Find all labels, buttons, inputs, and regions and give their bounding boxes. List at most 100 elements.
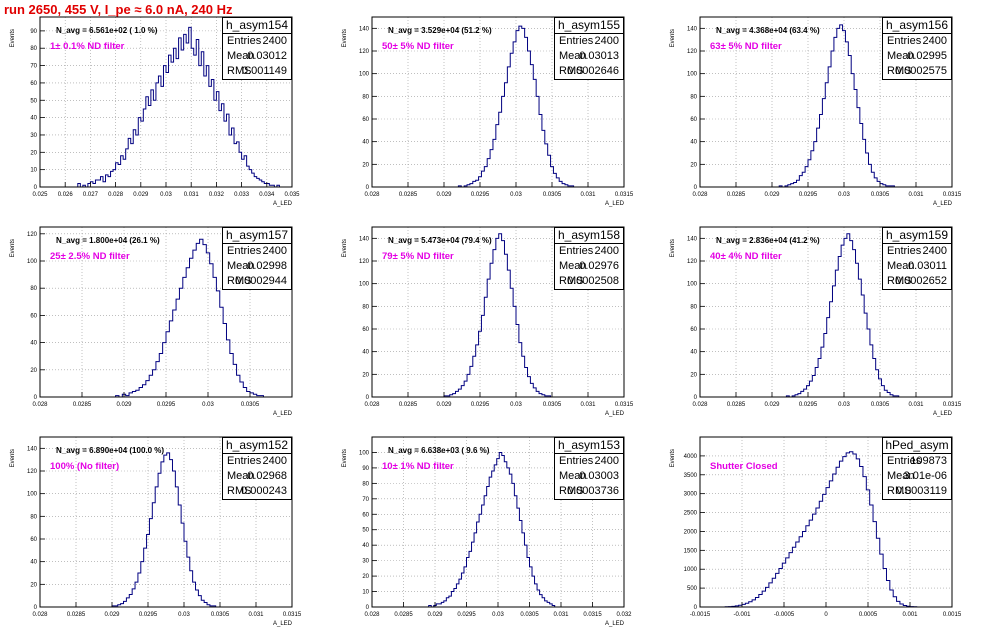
y-tick-label: 3500: [684, 473, 698, 479]
y-tick-label: 0: [34, 605, 38, 611]
x-tick-label: 0.0305: [871, 192, 890, 198]
histogram-panel-h_asym158: 0.028 0.0285 0.029 0.0295 0.03 0.0305 0.031 0.0…: [336, 222, 666, 427]
stats-value: 2400: [594, 35, 619, 47]
stats-key: RMS: [227, 65, 252, 77]
x-tick-label: 0.0015: [943, 612, 962, 618]
y-axis-title: Events: [342, 29, 348, 47]
stats-value: 2400: [922, 245, 947, 257]
x-tick-label: 0.0285: [727, 402, 746, 408]
stats-value: 2400: [594, 245, 619, 257]
y-tick-label: 0: [694, 605, 698, 611]
stats-row-rms: RMS 0.0003736: [555, 484, 623, 499]
y-tick-label: 4000: [684, 454, 698, 460]
x-tick-label: 0.026: [58, 192, 74, 198]
y-tick-label: 60: [30, 313, 37, 319]
stats-value: 2400: [594, 455, 619, 467]
x-tick-label: 0.029: [436, 402, 452, 408]
plot-frame: [699, 16, 953, 188]
x-tick-label: 0.0295: [157, 402, 176, 408]
histogram-name: hPed_asym: [883, 438, 951, 454]
navg-label: N_avg = 3.529e+04 (51.2 %): [388, 26, 492, 35]
y-tick-label: 0: [366, 395, 370, 401]
x-tick-label: 0.032: [616, 612, 632, 618]
x-tick-label: 0.0285: [394, 612, 413, 618]
stats-value: 0.0002646: [567, 65, 619, 77]
x-tick-label: 0.0305: [871, 402, 890, 408]
stats-key: RMS: [227, 485, 252, 497]
y-tick-label: 100: [687, 72, 698, 78]
x-tick-label: -0.0015: [690, 612, 711, 618]
stats-row-mean: Mean 3.01e-06: [883, 469, 951, 484]
stats-value: 2400: [262, 35, 287, 47]
y-tick-label: 30: [30, 133, 37, 139]
stats-key: Mean: [559, 50, 587, 62]
plot-frame: [371, 16, 625, 188]
y-tick-label: 40: [690, 140, 697, 146]
x-tick-label: 0.029: [427, 612, 443, 618]
stats-box: h_asym159 Entries 2400 Mean 0.03011 RMS 0.0002…: [882, 227, 952, 290]
y-tick-label: 60: [30, 537, 37, 543]
x-tick-label: 0.03: [838, 402, 850, 408]
stats-value: 0.0002575: [895, 65, 947, 77]
stats-key: Mean: [227, 50, 255, 62]
stats-row-rms: RMS 0.0002575: [883, 64, 951, 79]
x-tick-label: 0.028: [364, 612, 380, 618]
x-tick-label: 0.028: [692, 402, 708, 408]
x-tick-label: 0.03: [838, 192, 850, 198]
y-tick-label: 30: [362, 559, 369, 565]
stats-key: Mean: [887, 50, 915, 62]
x-tick-label: 0.028: [692, 192, 708, 198]
y-tick-label: 90: [30, 29, 37, 35]
x-tick-label: 0.0285: [727, 192, 746, 198]
y-axis-title: Events: [670, 449, 676, 467]
x-tick-label: 0.0315: [583, 612, 602, 618]
x-tick-label: 0.0315: [943, 402, 962, 408]
y-tick-label: 50: [362, 528, 369, 534]
stats-key: Entries: [887, 35, 922, 47]
y-tick-label: 40: [30, 341, 37, 347]
stats-row-mean: Mean 0.03003: [555, 469, 623, 484]
x-tick-label: 0.0285: [73, 402, 92, 408]
y-tick-label: 40: [362, 140, 369, 146]
y-tick-label: 2500: [684, 511, 698, 517]
x-tick-label: 0.025: [32, 192, 48, 198]
x-tick-label: 0.0005: [859, 612, 878, 618]
y-axis-title: Events: [342, 239, 348, 257]
y-tick-label: 140: [687, 26, 698, 32]
x-axis-title: A_LED: [273, 411, 293, 417]
histogram-panel-h_asym156: 0.028 0.0285 0.029 0.0295 0.03 0.0305 0.031 0.0…: [664, 12, 994, 217]
x-tick-label: 0.0295: [457, 612, 476, 618]
stats-value: 0.0002508: [567, 275, 619, 287]
stats-value: 3.01e-06: [903, 470, 947, 482]
stats-box: h_asym154 Entries 2400 Mean 0.03012 RMS 0.0011…: [222, 17, 292, 80]
x-tick-label: 0.0315: [943, 192, 962, 198]
y-tick-label: 10: [362, 590, 369, 596]
y-tick-label: 0: [366, 185, 370, 191]
stats-row-mean: Mean 0.02968: [223, 469, 291, 484]
x-tick-label: 0.028: [32, 402, 48, 408]
stats-key: Entries: [887, 245, 922, 257]
y-tick-label: 80: [30, 514, 37, 520]
x-tick-label: 0.029: [104, 612, 120, 618]
y-tick-label: 100: [359, 72, 370, 78]
x-tick-label: 0.028: [108, 192, 124, 198]
stats-row-rms: RMS 0.0002652: [883, 274, 951, 289]
histogram-line: [457, 25, 575, 188]
y-axis-title: Events: [670, 29, 676, 47]
x-tick-label: 0.034: [259, 192, 275, 198]
x-tick-label: 0.0295: [799, 402, 818, 408]
y-tick-label: 120: [359, 49, 370, 55]
y-tick-label: 120: [359, 259, 370, 265]
stats-key: Entries: [559, 245, 594, 257]
stats-row-rms: RMS 0.000243: [223, 484, 291, 499]
y-tick-label: 100: [687, 282, 698, 288]
y-tick-label: 20: [362, 574, 369, 580]
stats-row-entries: Entries 2400: [883, 244, 951, 259]
stats-row-mean: Mean 0.03013: [555, 49, 623, 64]
x-tick-label: 0.0295: [139, 612, 158, 618]
histogram-panel-hPed_asym: -0.0015 -0.001 -0.0005 0 0.0005 0.001 0.0015 0 5…: [664, 432, 994, 637]
stats-value: 0.03013: [579, 50, 619, 62]
filter-label: 50± 5% ND filter: [382, 41, 454, 52]
y-tick-label: 100: [359, 450, 370, 456]
filter-label: Shutter Closed: [710, 461, 778, 472]
